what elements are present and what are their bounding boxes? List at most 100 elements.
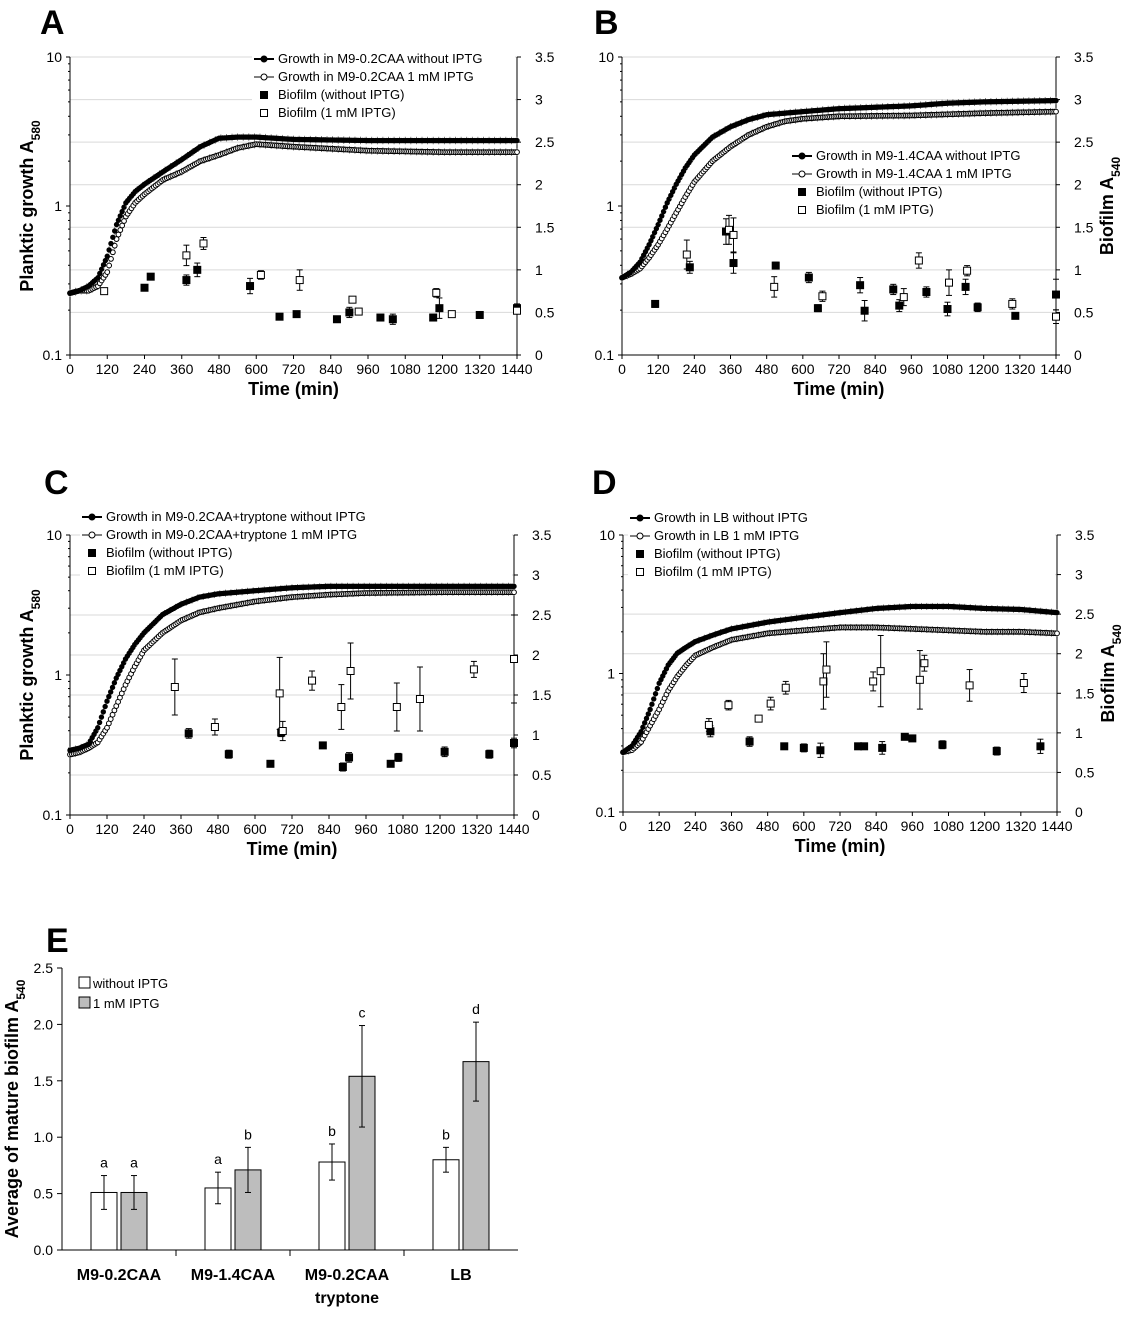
x-tick-label: 840: [864, 818, 888, 834]
growth-without-iptg-series: [619, 96, 1059, 282]
x-tick-label: 720: [828, 818, 852, 834]
biofilm-with-iptg-series-point: [392, 703, 401, 711]
growth-without-iptg-series-point: [98, 714, 105, 720]
biofilm-without-iptg-series-point: [729, 259, 738, 268]
growth-without-iptg-series-point: [100, 262, 107, 268]
x-tick-label: 0: [66, 361, 74, 377]
biofilm-with-iptg-series-point: [724, 701, 733, 710]
y-left-tick-label: 0.1: [43, 807, 63, 823]
growth-without-iptg-series-point: [640, 724, 646, 730]
biofilm-without-iptg-series-point: [292, 310, 301, 319]
y-axis-title-left-main: Planktic growth A: [17, 609, 37, 760]
legend-marker: [260, 55, 268, 63]
bar-without-iptg: [204, 1187, 232, 1251]
bar-error: [329, 1143, 335, 1181]
growth-with-iptg-series-point: [106, 262, 113, 269]
y-right-tick-label: 3.5: [1074, 49, 1094, 65]
biofilm-without-iptg-series-point: [856, 281, 865, 290]
biofilm-without-iptg-series-point: [908, 734, 917, 743]
legend-label: Growth in LB 1 mM IPTG: [654, 528, 799, 543]
x-tick-label: 480: [756, 818, 780, 834]
y-left-tick-label: 10: [46, 527, 62, 543]
legend-label: Biofilm (without IPTG): [654, 546, 780, 561]
biofilm-without-iptg-series-point: [146, 272, 155, 281]
significance-letter: a: [130, 1155, 138, 1171]
biofilm-with-iptg-series-point: [770, 282, 779, 291]
biofilm-without-iptg-series-point: [184, 729, 193, 738]
biofilm-with-iptg-series: [682, 214, 1060, 324]
x-axis-title: Time (min): [795, 836, 886, 856]
x-tick-label: 600: [243, 821, 267, 837]
biofilm-without-iptg-series-point: [878, 743, 887, 752]
x-axis-title: Time (min): [794, 379, 885, 399]
biofilm-with-iptg-series-point: [819, 677, 828, 686]
x-tick-label: 360: [720, 818, 744, 834]
y-right-tick-label: 1: [532, 727, 540, 743]
category-label: LB: [450, 1267, 471, 1284]
biofilm-with-iptg-series-point: [869, 677, 878, 686]
legend-marker: [636, 514, 644, 522]
biofilm-with-iptg-series-point: [965, 681, 974, 690]
x-tick-label: 0: [619, 818, 627, 834]
legend-label: 1 mM IPTG: [93, 996, 159, 1011]
legend-background: [80, 501, 512, 579]
y-axis-title: Average of mature biofilm A540: [2, 979, 28, 1238]
x-tick-label: 960: [354, 821, 378, 837]
chart-panel-e: 2.5 2.0 1.5 1.0 0.5 0.0 Average of mature biof…: [2, 960, 518, 1307]
legend-label: Growth in M9-0.2CAA 1 mM IPTG: [278, 69, 474, 84]
growth-without-iptg-series-point: [106, 247, 112, 253]
y-right-tick-label: 3.5: [532, 527, 552, 543]
biofilm-without-iptg-series-point: [429, 313, 438, 322]
growth-without-iptg-series-point: [95, 725, 101, 731]
growth-without-iptg-series-point: [1053, 97, 1059, 104]
biofilm-without-iptg-series-point: [345, 308, 354, 317]
biofilm-with-iptg-series-point: [182, 251, 191, 260]
y-right-tick-label: 3.5: [535, 49, 555, 65]
legend-marker: [798, 206, 806, 214]
growth-without-iptg-series-point: [649, 701, 655, 707]
biofilm-without-iptg-series-point: [961, 282, 970, 291]
x-tick-label: 480: [755, 361, 779, 377]
x-tick-label: 120: [646, 361, 670, 377]
chart-panel-d: 0 120 240 360 480 600 720 840 960 1080 1200 1320 144…: [596, 502, 1124, 856]
biofilm-without-iptg-series-point: [440, 747, 449, 756]
y-right-tick-label: 0: [535, 347, 543, 363]
biofilm-without-iptg-series-point: [435, 304, 444, 313]
biofilm-without-iptg-series-point: [318, 741, 327, 750]
y-right-tick-label: 0.5: [532, 767, 552, 783]
biofilm-with-iptg-series-point: [915, 675, 924, 684]
legend: Growth in M9-1.4CAA without IPTG Growth i…: [792, 148, 1020, 217]
biofilm-without-iptg-series-point: [943, 305, 952, 314]
x-tick-label: 600: [245, 361, 269, 377]
biofilm-without-iptg-series-point: [193, 265, 202, 274]
biofilm-with-iptg-series: [100, 237, 521, 319]
panel-letter-a: A: [40, 4, 65, 42]
biofilm-without-iptg-series-point: [889, 285, 898, 294]
growth-without-iptg-series-point: [119, 208, 125, 215]
growth-without-iptg-series-point: [662, 204, 669, 210]
biofilm-with-iptg-series-point: [914, 256, 923, 265]
biofilm-without-iptg-series-point: [246, 282, 255, 291]
biofilm-without-iptg-series-point: [485, 750, 494, 759]
y-axis-title-main: Average of mature biofilm A: [2, 1000, 22, 1239]
y-right-tick-label: 3: [1074, 92, 1082, 108]
growth-without-iptg-series-point: [102, 703, 108, 710]
biofilm-with-iptg-series-point: [945, 278, 954, 287]
x-tick-label: 1440: [498, 821, 529, 837]
legend-label: Biofilm (1 mM IPTG): [106, 563, 224, 578]
biofilm-with-iptg-series-point: [415, 695, 424, 703]
biofilm-with-iptg-series: [704, 635, 1028, 732]
y-right-tick-label: 1.5: [1074, 219, 1094, 235]
legend-label: Biofilm (1 mM IPTG): [278, 105, 396, 120]
growth-without-iptg-series: [620, 602, 1060, 756]
y-axis-title-left-main: Planktic growth A: [17, 140, 37, 291]
y-right-tick-label: 2: [1075, 646, 1083, 662]
x-tick-label: 840: [317, 821, 341, 837]
biofilm-with-iptg-series-point: [308, 676, 317, 685]
y-right-tick-label: 2: [532, 647, 540, 663]
biofilm-without-iptg-series-point: [651, 299, 660, 308]
biofilm-with-iptg-series-point: [704, 720, 713, 729]
x-tick-label: 600: [792, 818, 816, 834]
growth-without-iptg-series-point: [514, 137, 520, 144]
y-axis-title-left: Planktic growth A580: [17, 589, 43, 761]
